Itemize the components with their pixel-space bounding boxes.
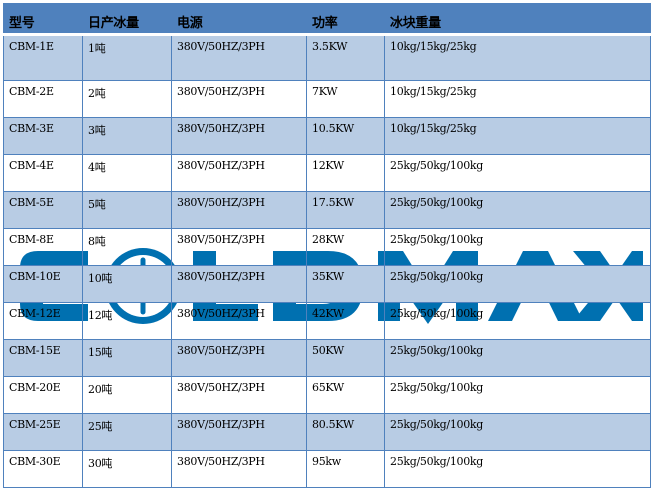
table-row: CBM-20E 20吨 380V/50HZ/3PH 65KW 25kg/50kg/100…: [3, 376, 651, 414]
ice-machine-spec-table: 型号 日产冰量 电源 功率 冰块重量 CBM-1E 1吨 380V/50HZ/3PH…: [3, 3, 651, 488]
cell-daily-output: 4吨: [82, 154, 172, 192]
cell-ice-weight: 25kg/50kg/100kg: [384, 413, 651, 451]
cell-model: CBM-10E: [3, 265, 83, 303]
cell-power-supply: 380V/50HZ/3PH: [171, 376, 307, 414]
cell-power: 12KW: [306, 154, 385, 192]
cell-model: CBM-20E: [3, 376, 83, 414]
cell-model: CBM-4E: [3, 154, 83, 192]
cell-power-supply: 380V/50HZ/3PH: [171, 228, 307, 266]
cell-power: 95kw: [306, 450, 385, 488]
table-row: CBM-12E 12吨 380V/50HZ/3PH 42KW 25kg/50kg/100…: [3, 302, 651, 340]
cell-daily-output: 8吨: [82, 228, 172, 266]
cell-daily-output: 5吨: [82, 191, 172, 229]
cell-power: 80.5KW: [306, 413, 385, 451]
header-ice-weight: 冰块重量: [384, 3, 651, 36]
cell-model: CBM-30E: [3, 450, 83, 488]
cell-daily-output: 12吨: [82, 302, 172, 340]
cell-daily-output: 3吨: [82, 117, 172, 155]
table-row: CBM-3E 3吨 380V/50HZ/3PH 10.5KW 10kg/15kg/25k…: [3, 117, 651, 155]
table-row: CBM-15E 15吨 380V/50HZ/3PH 50KW 25kg/50kg/100…: [3, 339, 651, 377]
cell-model: CBM-1E: [3, 34, 83, 81]
cell-model: CBM-12E: [3, 302, 83, 340]
header-power: 功率: [306, 3, 385, 36]
cell-ice-weight: 25kg/50kg/100kg: [384, 376, 651, 414]
cell-power-supply: 380V/50HZ/3PH: [171, 34, 307, 81]
table-row: CBM-10E 10吨 380V/50HZ/3PH 35KW 25kg/50kg/100…: [3, 265, 651, 303]
cell-model: CBM-15E: [3, 339, 83, 377]
header-daily-output: 日产冰量: [82, 3, 172, 36]
cell-power: 3.5KW: [306, 34, 385, 81]
cell-power: 17.5KW: [306, 191, 385, 229]
cell-ice-weight: 25kg/50kg/100kg: [384, 265, 651, 303]
cell-ice-weight: 10kg/15kg/25kg: [384, 80, 651, 118]
cell-power-supply: 380V/50HZ/3PH: [171, 339, 307, 377]
cell-model: CBM-5E: [3, 191, 83, 229]
cell-ice-weight: 10kg/15kg/25kg: [384, 117, 651, 155]
cell-ice-weight: 25kg/50kg/100kg: [384, 339, 651, 377]
cell-ice-weight: 25kg/50kg/100kg: [384, 191, 651, 229]
cell-power: 65KW: [306, 376, 385, 414]
cell-daily-output: 25吨: [82, 413, 172, 451]
table-row: CBM-25E 25吨 380V/50HZ/3PH 80.5KW 25kg/50kg/1…: [3, 413, 651, 451]
cell-ice-weight: 25kg/50kg/100kg: [384, 154, 651, 192]
cell-power-supply: 380V/50HZ/3PH: [171, 80, 307, 118]
cell-model: CBM-8E: [3, 228, 83, 266]
cell-power-supply: 380V/50HZ/3PH: [171, 191, 307, 229]
table-row: CBM-5E 5吨 380V/50HZ/3PH 17.5KW 25kg/50kg/100…: [3, 191, 651, 229]
cell-daily-output: 1吨: [82, 34, 172, 81]
cell-model: CBM-3E: [3, 117, 83, 155]
cell-daily-output: 15吨: [82, 339, 172, 377]
cell-power-supply: 380V/50HZ/3PH: [171, 265, 307, 303]
cell-model: CBM-25E: [3, 413, 83, 451]
cell-ice-weight: 25kg/50kg/100kg: [384, 450, 651, 488]
cell-power-supply: 380V/50HZ/3PH: [171, 413, 307, 451]
table-row: CBM-1E 1吨 380V/50HZ/3PH 3.5KW 10kg/15kg/25kg: [3, 34, 651, 81]
table-row: CBM-8E 8吨 380V/50HZ/3PH 28KW 25kg/50kg/100kg: [3, 228, 651, 266]
cell-daily-output: 30吨: [82, 450, 172, 488]
cell-power: 10.5KW: [306, 117, 385, 155]
cell-daily-output: 20吨: [82, 376, 172, 414]
cell-ice-weight: 25kg/50kg/100kg: [384, 228, 651, 266]
cell-daily-output: 10吨: [82, 265, 172, 303]
cell-power-supply: 380V/50HZ/3PH: [171, 117, 307, 155]
cell-power-supply: 380V/50HZ/3PH: [171, 450, 307, 488]
cell-power-supply: 380V/50HZ/3PH: [171, 302, 307, 340]
cell-power: 35KW: [306, 265, 385, 303]
cell-ice-weight: 10kg/15kg/25kg: [384, 34, 651, 81]
cell-power-supply: 380V/50HZ/3PH: [171, 154, 307, 192]
cell-power: 42KW: [306, 302, 385, 340]
header-model: 型号: [3, 3, 83, 36]
cell-power: 7KW: [306, 80, 385, 118]
header-power-supply: 电源: [171, 3, 307, 36]
cell-daily-output: 2吨: [82, 80, 172, 118]
cell-model: CBM-2E: [3, 80, 83, 118]
cell-ice-weight: 25kg/50kg/100kg: [384, 302, 651, 340]
header-row: 型号 日产冰量 电源 功率 冰块重量: [3, 3, 651, 36]
cell-power: 28KW: [306, 228, 385, 266]
table-row: CBM-30E 30吨 380V/50HZ/3PH 95kw 25kg/50kg/100…: [3, 450, 651, 488]
table-row: CBM-2E 2吨 380V/50HZ/3PH 7KW 10kg/15kg/25kg: [3, 80, 651, 118]
cell-power: 50KW: [306, 339, 385, 377]
table-row: CBM-4E 4吨 380V/50HZ/3PH 12KW 25kg/50kg/100kg: [3, 154, 651, 192]
